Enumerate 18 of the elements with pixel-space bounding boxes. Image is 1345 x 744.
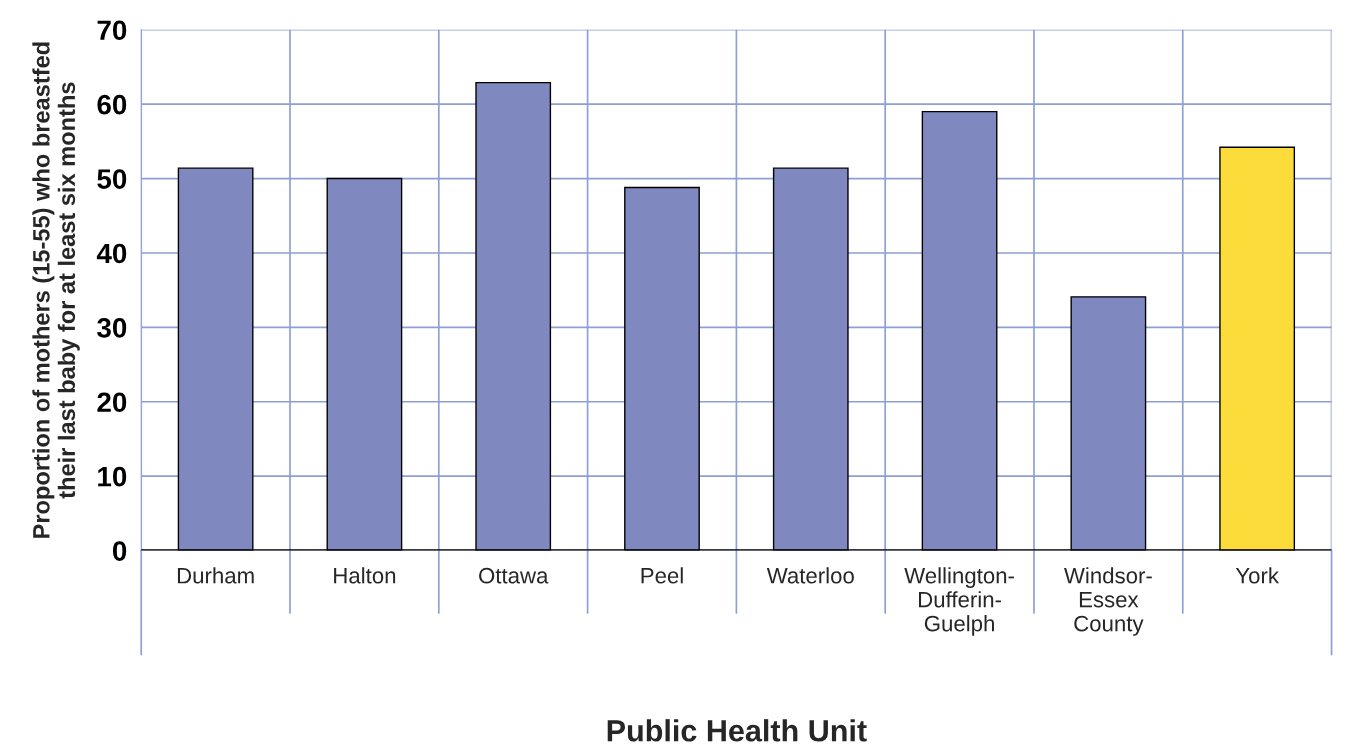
x-tick-label: Peel <box>641 567 683 584</box>
y-tick-label: 20 <box>97 392 127 413</box>
x-tick-label: Durham <box>177 567 254 584</box>
x-tick-label: Windsor- Essex County <box>1064 567 1152 636</box>
y-tick-label: 0 <box>112 541 127 561</box>
y-tick-label: 60 <box>97 94 127 115</box>
x-tick-label: Waterloo <box>766 567 854 584</box>
x-tick-label: Wellington- Dufferin- Guelph <box>904 567 1014 636</box>
y-tick-label: 30 <box>97 318 127 338</box>
x-tick-label: Ottawa <box>479 567 549 584</box>
y-tick-label: 10 <box>98 466 127 487</box>
y-tick-label: 70 <box>97 20 127 41</box>
x-tick-label: York <box>1235 567 1280 584</box>
y-tick-label: 50 <box>97 169 127 189</box>
y-tick-label: 40 <box>96 243 127 264</box>
y-axis-title: Proportion of mothers (15-55) who breastfed their last baby for at least six months <box>32 42 80 538</box>
x-axis-title: Public Health Unit <box>607 719 867 742</box>
x-tick-label: Halton <box>334 567 396 584</box>
